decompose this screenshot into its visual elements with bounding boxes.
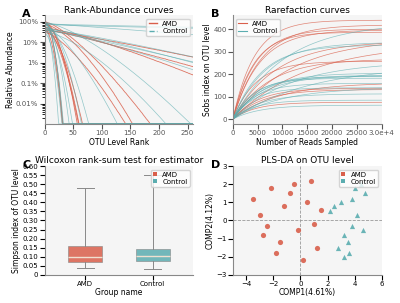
Point bbox=[311, 222, 317, 227]
Point bbox=[250, 196, 256, 201]
Title: Wilcoxon rank-sum test for estimator: Wilcoxon rank-sum test for estimator bbox=[35, 156, 203, 165]
Point bbox=[340, 232, 347, 237]
Y-axis label: COMP2(4.12%): COMP2(4.12%) bbox=[206, 192, 215, 249]
Point bbox=[308, 178, 314, 183]
Point bbox=[351, 185, 358, 190]
X-axis label: COMP1(4.61%): COMP1(4.61%) bbox=[279, 288, 336, 298]
PathPatch shape bbox=[136, 248, 170, 261]
Point bbox=[260, 232, 266, 237]
Point bbox=[344, 240, 351, 245]
Title: Rarefaction curves: Rarefaction curves bbox=[265, 5, 350, 15]
Legend: AMD, Control: AMD, Control bbox=[146, 19, 190, 36]
Text: A: A bbox=[22, 9, 31, 19]
Point bbox=[304, 200, 310, 205]
Point bbox=[314, 245, 320, 250]
Point bbox=[273, 251, 279, 255]
Point bbox=[264, 224, 270, 228]
Point bbox=[338, 200, 344, 205]
Point bbox=[340, 254, 347, 259]
X-axis label: Group name: Group name bbox=[95, 288, 142, 298]
Point bbox=[300, 258, 306, 263]
Text: B: B bbox=[211, 9, 219, 19]
Point bbox=[277, 240, 284, 245]
Text: C: C bbox=[22, 160, 30, 170]
PathPatch shape bbox=[68, 246, 102, 262]
Y-axis label: Relative Abundance: Relative Abundance bbox=[6, 31, 14, 108]
Y-axis label: Sobs index on OTU level: Sobs index on OTU level bbox=[203, 23, 212, 116]
Point bbox=[327, 209, 334, 214]
Point bbox=[257, 213, 263, 218]
Point bbox=[360, 227, 366, 232]
Point bbox=[286, 191, 293, 196]
Point bbox=[358, 182, 364, 187]
X-axis label: Number of Reads Sampled: Number of Reads Sampled bbox=[256, 138, 358, 147]
Legend: AMD, Control: AMD, Control bbox=[236, 19, 280, 36]
Y-axis label: Simpson index of OTU level: Simpson index of OTU level bbox=[12, 168, 21, 273]
Point bbox=[349, 196, 355, 201]
Title: Rank-Abundance curves: Rank-Abundance curves bbox=[64, 5, 174, 15]
Point bbox=[318, 207, 324, 212]
Point bbox=[268, 185, 274, 190]
Point bbox=[294, 227, 301, 232]
Legend: AMD, Control: AMD, Control bbox=[151, 170, 190, 187]
Text: D: D bbox=[211, 160, 220, 170]
Point bbox=[290, 182, 297, 187]
Point bbox=[349, 224, 355, 228]
Point bbox=[331, 204, 338, 208]
Title: PLS-DA on OTU level: PLS-DA on OTU level bbox=[261, 156, 354, 165]
Point bbox=[346, 251, 352, 255]
Point bbox=[281, 204, 288, 208]
Point bbox=[335, 245, 342, 250]
Point bbox=[362, 191, 368, 196]
Legend: AMD, Control: AMD, Control bbox=[339, 170, 378, 187]
X-axis label: OTU Level Rank: OTU Level Rank bbox=[89, 138, 149, 147]
Point bbox=[354, 213, 360, 218]
